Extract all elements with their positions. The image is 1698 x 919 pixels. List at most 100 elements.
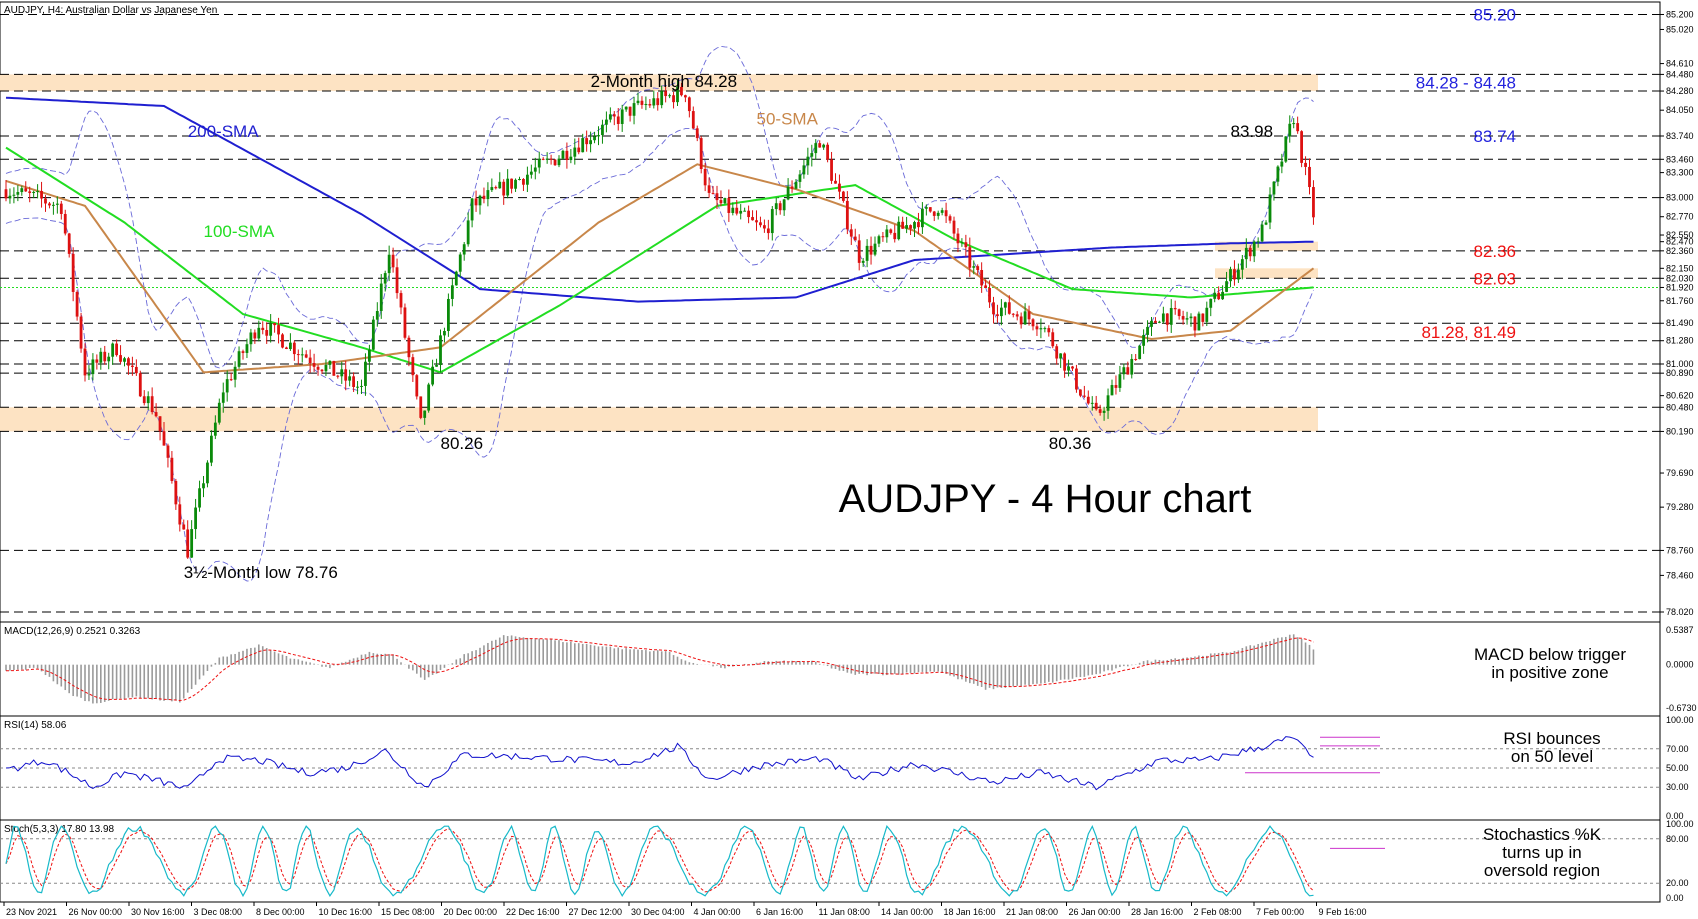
candle-body [980, 270, 984, 286]
candle-body [285, 347, 288, 349]
candle-body [83, 348, 87, 376]
candle-body [936, 212, 940, 216]
candle-body [261, 327, 265, 331]
candle-body [636, 100, 640, 104]
candle-body [36, 191, 39, 193]
candle-body [395, 267, 399, 294]
candle-body [581, 138, 585, 153]
candle-body [170, 457, 174, 481]
candle-body [747, 210, 750, 218]
candle-body [577, 147, 581, 153]
price-tick-label: 83.300 [1666, 168, 1694, 178]
candle-body [202, 483, 205, 489]
candle-body [1256, 241, 1260, 243]
candle-body [1201, 313, 1205, 322]
candle-body [1252, 241, 1256, 257]
candle-body [964, 242, 968, 248]
time-tick-label: 27 Dec 12:00 [569, 907, 623, 917]
candle-body [150, 396, 154, 413]
candle-body [1019, 316, 1023, 325]
stoch-tick-label: 100.00 [1666, 819, 1694, 829]
price-tick-label: 78.020 [1666, 607, 1694, 617]
candle-body [1276, 166, 1280, 182]
candle-body [1264, 222, 1268, 225]
price-tick-label: 85.200 [1666, 9, 1694, 19]
candle-body [1154, 320, 1157, 323]
candle-body [518, 179, 521, 181]
candle-body [221, 392, 225, 403]
candle-body [194, 507, 197, 530]
candle-body [759, 222, 762, 226]
candle-body [952, 220, 956, 234]
candle-body [1067, 366, 1070, 371]
candle-body [1130, 358, 1134, 375]
candle-body [16, 192, 20, 195]
candle-body [648, 104, 652, 106]
price-tick-label: 79.690 [1666, 468, 1694, 478]
candle-body [976, 266, 980, 271]
rsi-tick-label: 50.00 [1666, 763, 1689, 773]
candle-body [55, 203, 59, 205]
candle-body [687, 97, 691, 112]
candle-body [569, 156, 573, 160]
candle-body [620, 109, 624, 124]
candle-body [4, 189, 8, 199]
candle-body [340, 369, 344, 377]
candle-body [320, 369, 324, 372]
candle-body [431, 366, 434, 385]
candle-body [186, 529, 190, 558]
candle-body [608, 114, 612, 120]
candle-body [699, 138, 703, 169]
time-tick-label: 15 Dec 08:00 [381, 907, 435, 917]
candle-body [131, 365, 134, 367]
time-axis: 23 Nov 2021 26 Nov 00:00 30 Nov 16:00 3 Dec… [0, 901, 1660, 917]
candle-body [458, 254, 462, 272]
candle-body [482, 195, 486, 200]
candle-body [881, 236, 885, 238]
candle-body [996, 314, 999, 317]
candle-body [589, 140, 592, 145]
candle-body [1015, 314, 1019, 317]
candle-body [782, 199, 786, 211]
zone-band [1215, 268, 1318, 279]
candle-body [541, 158, 545, 160]
candle-body [897, 221, 901, 240]
candle-body [1213, 292, 1217, 299]
candle-body [814, 143, 818, 154]
chart-annotation: 80.26 [441, 434, 484, 453]
candle-body [680, 86, 683, 96]
candle-body [24, 188, 28, 192]
candle-body [1217, 292, 1221, 300]
candle-body [901, 221, 905, 229]
rsi-markers [1245, 736, 1380, 774]
time-tick-label: 4 Jan 00:00 [694, 907, 741, 917]
candle-body [802, 165, 806, 175]
candle-body [553, 159, 557, 166]
candle-body [32, 191, 36, 194]
price-tick-label: 80.620 [1666, 391, 1694, 401]
candle-body [842, 191, 845, 201]
candle-body [154, 412, 158, 417]
candle-body [1161, 313, 1165, 322]
candle-body [810, 153, 814, 157]
candle-body [312, 363, 316, 367]
candle-body [439, 335, 442, 366]
candle-body [8, 195, 12, 199]
candle-body [1134, 358, 1138, 360]
stoch-axis: 100.00 80.00 20.00 0.00 [1666, 819, 1694, 903]
candle-body [545, 158, 549, 160]
candle-body [292, 342, 296, 355]
candle-body [324, 364, 328, 372]
candle-body [115, 343, 118, 356]
candle-body [257, 327, 261, 339]
chart-annotation: 3½-Month low 78.76 [184, 563, 338, 582]
price-tick-label: 82.470 [1666, 237, 1694, 247]
candle-body [158, 416, 162, 432]
candle-body [174, 480, 178, 505]
candle-body [454, 271, 458, 286]
candle-body [1150, 320, 1153, 327]
candle-body [1280, 161, 1284, 167]
candle-body [411, 357, 415, 376]
chart-annotation: 200-SMA [188, 122, 260, 141]
